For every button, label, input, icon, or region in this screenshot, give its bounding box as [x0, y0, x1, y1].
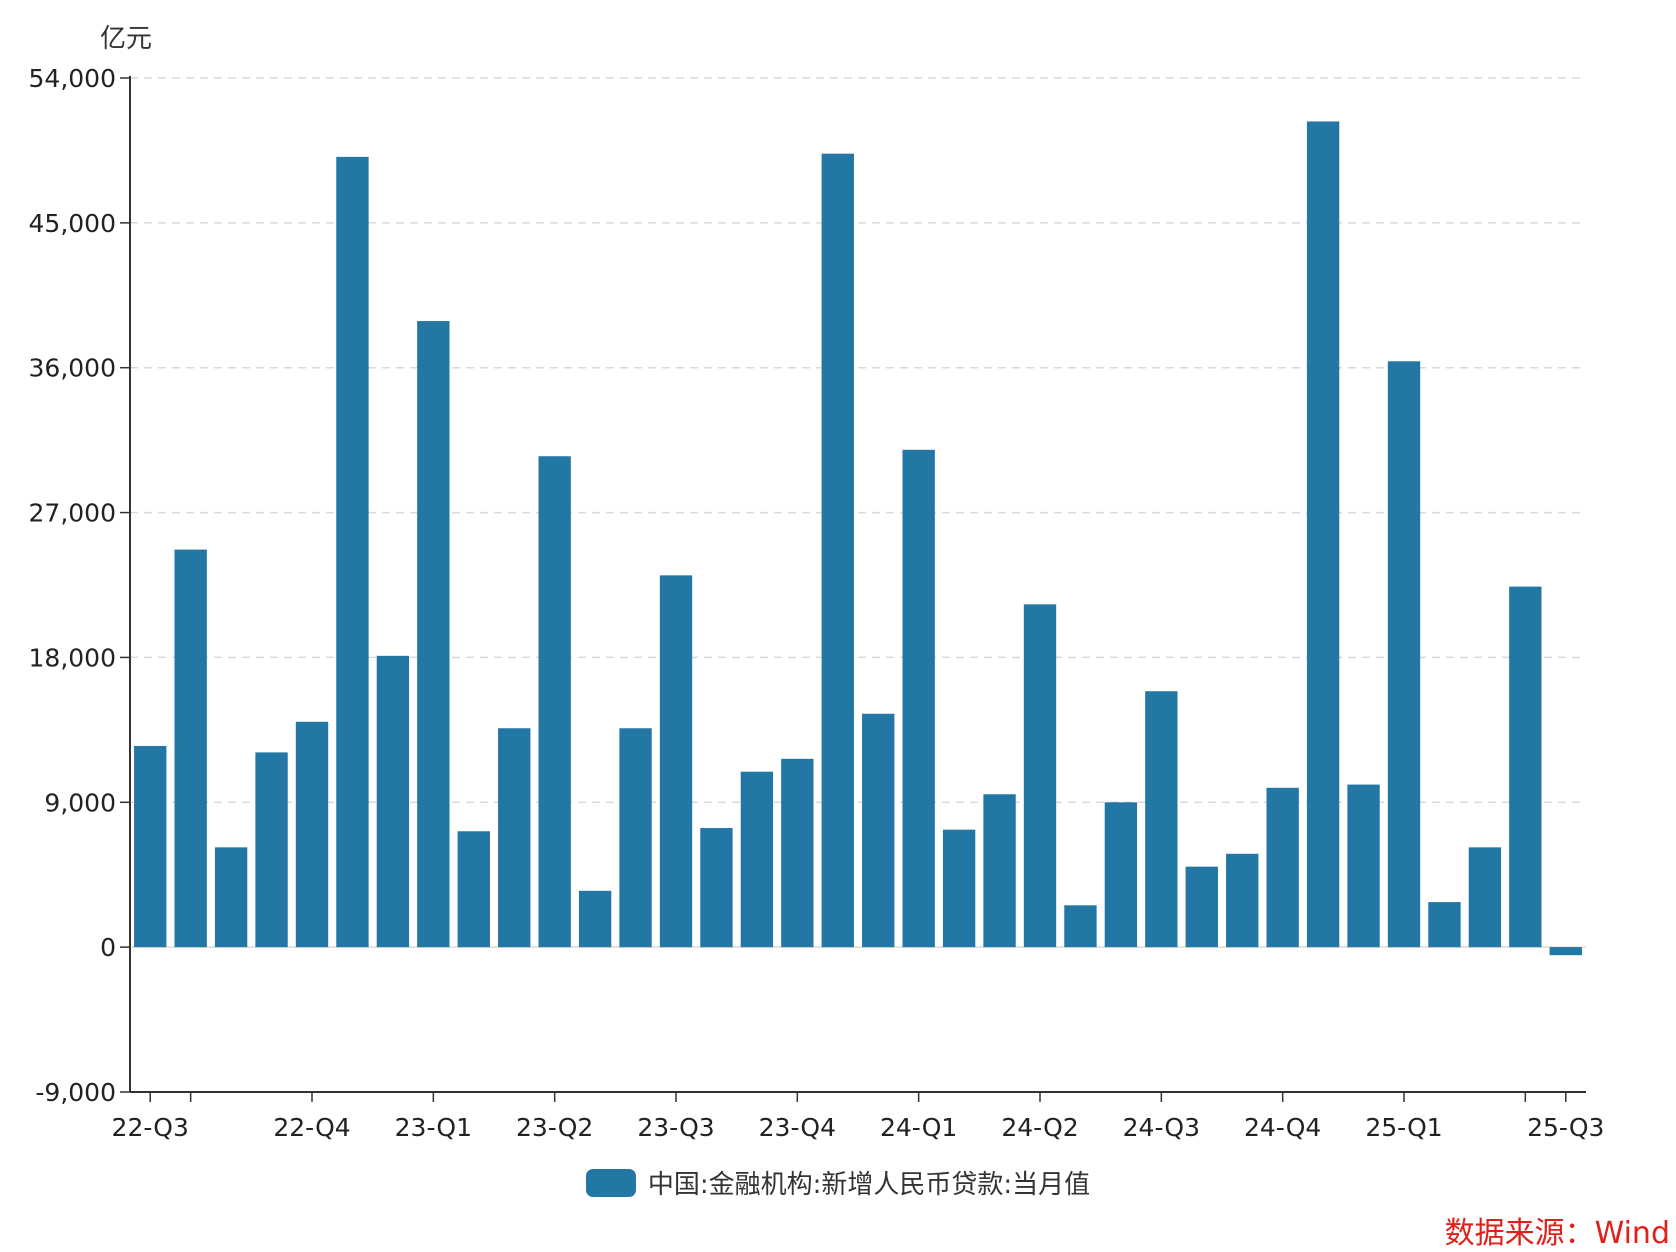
y-axis-unit-label: 亿元 — [100, 24, 153, 54]
bar — [740, 771, 774, 948]
y-tick-label: 0 — [100, 933, 116, 962]
bar — [821, 153, 854, 948]
legend[interactable]: 中国:金融机构:新增人民币贷款:当月值 — [0, 1164, 1676, 1201]
y-tick-label: 27,000 — [29, 499, 116, 528]
bar — [1509, 586, 1542, 948]
x-tick-label: 23-Q1 — [395, 1113, 472, 1142]
bar — [578, 890, 612, 948]
y-tick-label: 9,000 — [44, 788, 116, 817]
bar — [174, 549, 207, 948]
bar — [1549, 947, 1582, 956]
bar — [295, 721, 329, 948]
y-tick-label: 18,000 — [29, 643, 116, 672]
bar — [538, 456, 571, 948]
x-tick-label: 24-Q1 — [880, 1113, 957, 1142]
bar — [983, 794, 1016, 948]
bar — [376, 655, 410, 948]
bar — [214, 847, 248, 948]
bar — [1468, 847, 1502, 948]
x-tick-label: 23-Q2 — [516, 1113, 593, 1142]
bar — [255, 752, 288, 948]
x-tick-label: 22-Q4 — [273, 1113, 350, 1142]
bar — [417, 321, 450, 948]
bar — [1306, 121, 1340, 948]
bar — [498, 728, 531, 948]
x-tick-label: 25-Q3 — [1527, 1113, 1604, 1142]
bar — [1347, 784, 1380, 948]
bar — [134, 745, 167, 948]
x-tick-label: 24-Q4 — [1244, 1113, 1321, 1142]
data-source-label: 数据来源：Wind — [1444, 1216, 1670, 1251]
bar — [659, 575, 693, 948]
y-tick-label: 54,000 — [29, 64, 116, 93]
bar — [862, 713, 895, 948]
bar — [1023, 604, 1057, 948]
x-tick-label: 24-Q3 — [1123, 1113, 1200, 1142]
legend-label: 中国:金融机构:新增人民币贷款:当月值 — [647, 1170, 1091, 1200]
x-tick-label: 23-Q4 — [759, 1113, 836, 1142]
bar — [1185, 866, 1218, 948]
bar — [902, 449, 935, 948]
bar — [1428, 902, 1461, 948]
x-tick-label: 25-Q1 — [1365, 1113, 1442, 1142]
x-tick-label: 24-Q2 — [1001, 1113, 1078, 1142]
bar — [781, 758, 814, 948]
x-tick-label: 22-Q3 — [112, 1113, 189, 1142]
bar — [1266, 787, 1299, 948]
bar — [1064, 905, 1097, 948]
bar — [457, 831, 490, 948]
bar — [942, 829, 976, 948]
y-tick-label: 45,000 — [29, 209, 116, 238]
y-tick-label: 36,000 — [29, 354, 116, 383]
bar — [336, 156, 369, 948]
x-tick-label: 23-Q3 — [637, 1113, 714, 1142]
y-tick-label: -9,000 — [35, 1078, 116, 1107]
legend-swatch — [585, 1168, 636, 1197]
bar — [700, 828, 733, 948]
bar — [1145, 691, 1178, 948]
bar — [1104, 802, 1138, 948]
bar — [1387, 361, 1421, 948]
bar — [619, 728, 652, 948]
bar — [1226, 853, 1259, 948]
